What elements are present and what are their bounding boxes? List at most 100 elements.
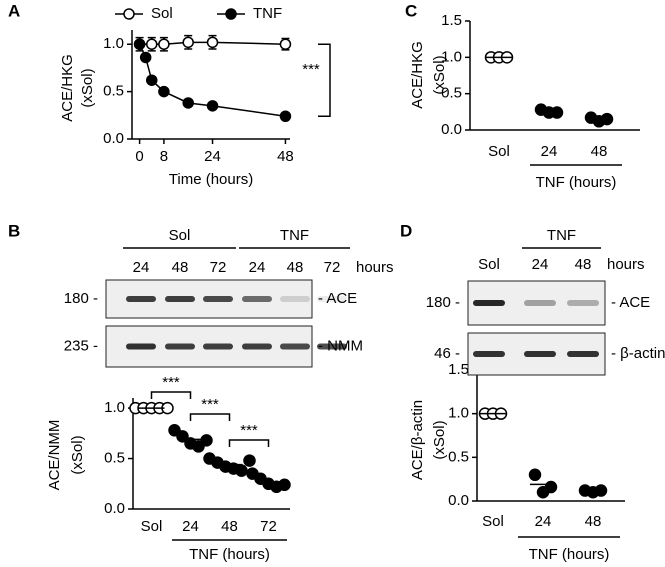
x-tick-label: 24: [541, 143, 558, 160]
band-label: - β-actin: [611, 345, 665, 362]
panel-letter: A: [8, 1, 20, 20]
lane-label: 24: [133, 259, 150, 276]
y-tick-label: 0.5: [441, 85, 462, 102]
blot-band: [203, 343, 233, 350]
significance-bracket: [189, 413, 231, 421]
y-tick-label: 0.0: [441, 121, 462, 138]
data-point: [182, 36, 194, 49]
significance-label: ***: [302, 61, 320, 78]
y-axis-unit: (xSol): [431, 420, 448, 459]
lane-label: 48: [172, 259, 189, 276]
lane-label: 48: [287, 259, 304, 276]
blot-band: [165, 296, 195, 302]
data-point: [206, 100, 219, 112]
y-tick-label: 1.5: [441, 12, 462, 29]
group-label: TNF: [547, 227, 576, 244]
x-tick-label: 48: [221, 518, 238, 535]
size-marker: 180 -: [426, 294, 460, 311]
data-point: [146, 38, 158, 50]
lane-label: 24: [532, 256, 549, 273]
blot-band: [473, 300, 505, 306]
y-axis-label: ACE/HKG: [59, 54, 76, 122]
y-tick-label: 1.0: [448, 405, 469, 422]
data-point: [528, 468, 542, 482]
legend-marker: [225, 8, 237, 20]
y-axis-label: ACE/NMM: [46, 420, 63, 491]
panel-letter: C: [405, 1, 417, 20]
significance-label: ***: [162, 374, 180, 391]
x-tick-label: 24: [182, 518, 199, 535]
blot-band: [280, 296, 310, 302]
data-point: [235, 464, 248, 477]
blot-band: [524, 351, 556, 357]
data-point: [158, 38, 170, 50]
significance-bracket: [150, 391, 192, 399]
data-point: [146, 74, 158, 86]
data-point: [279, 38, 292, 50]
group-label: TNF: [280, 227, 309, 244]
group-label: TNF (hours): [189, 546, 270, 563]
lane-unit: hours: [607, 256, 645, 273]
blot-band: [242, 296, 272, 302]
y-axis-unit: (xSol): [79, 68, 96, 107]
y-tick-label: 0.5: [103, 83, 124, 100]
data-point: [279, 110, 292, 123]
significance-bracket: [228, 439, 270, 447]
size-marker: 180 -: [64, 290, 98, 307]
y-tick-label: 0.0: [104, 500, 125, 517]
y-tick-label: 0.0: [448, 492, 469, 509]
band-label: - ACE: [318, 290, 357, 307]
blot-band: [165, 343, 195, 350]
blot-band: [317, 343, 347, 350]
y-axis-unit: (xSol): [69, 435, 86, 474]
blot-band: [524, 300, 556, 306]
group-label: Sol: [169, 227, 191, 244]
blot-band: [280, 343, 310, 350]
blot-band: [126, 343, 156, 350]
data-point: [278, 478, 291, 492]
x-tick-label: 0: [135, 148, 143, 165]
lane-label: 48: [575, 256, 592, 273]
blot-band: [203, 296, 233, 302]
y-axis-label: ACE/β-actin: [409, 400, 426, 480]
data-point: [200, 434, 213, 447]
lane-label: 72: [324, 259, 341, 276]
x-tick-label: Sol: [482, 513, 504, 530]
x-tick-label: Sol: [488, 143, 510, 160]
blot-band: [567, 351, 599, 357]
y-axis-label: ACE/HKG: [409, 41, 426, 109]
legend-label: Sol: [151, 5, 173, 22]
data-point: [133, 38, 146, 50]
panel-letter: D: [400, 221, 412, 240]
significance-label: ***: [201, 396, 219, 413]
blot-band: [242, 343, 272, 350]
lane-label: Sol: [478, 256, 500, 273]
panel-letter: B: [8, 221, 20, 240]
group-label: TNF (hours): [536, 174, 617, 191]
x-tick-label: Sol: [141, 518, 163, 535]
band-label: - ACE: [611, 294, 650, 311]
significance-label: ***: [240, 422, 258, 439]
data-point: [139, 51, 152, 64]
x-tick-label: 48: [591, 143, 608, 160]
blot-band: [126, 296, 156, 302]
lane-unit: hours: [356, 259, 394, 276]
lane-label: 72: [210, 259, 227, 276]
blot-band: [317, 296, 347, 302]
data-point: [182, 97, 194, 109]
legend-marker: [123, 8, 135, 20]
y-axis-unit: (xSol): [431, 55, 448, 94]
blot-band: [473, 351, 505, 357]
data-point: [544, 480, 558, 494]
size-marker: 235 -: [64, 337, 98, 354]
y-tick-label: 1.0: [441, 48, 462, 65]
y-tick-label: 1.0: [103, 35, 124, 52]
y-tick-label: 0.5: [448, 448, 469, 465]
y-tick-label: 1.5: [448, 361, 469, 378]
x-axis-label: Time (hours): [169, 171, 253, 188]
x-tick-label: 24: [204, 148, 221, 165]
x-tick-label: 24: [535, 513, 552, 530]
y-tick-label: 1.0: [104, 399, 125, 416]
x-tick-label: 8: [160, 148, 168, 165]
